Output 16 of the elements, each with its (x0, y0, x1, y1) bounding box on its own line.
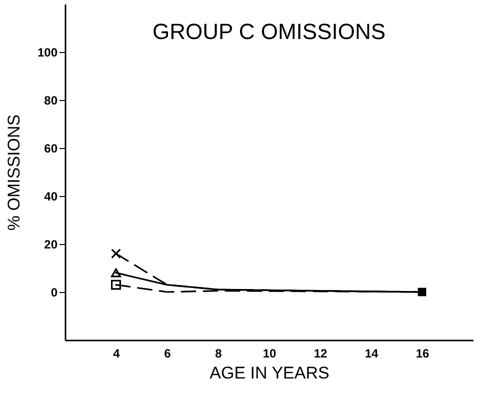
x-tick-label: 8 (215, 346, 222, 360)
y-axis-title: % OMISSIONS (4, 114, 24, 231)
y-tick-label: 0 (50, 286, 58, 300)
text: GROUP C OMISSIONS (152, 19, 386, 44)
y-tick-label: 20 (44, 238, 58, 252)
y-tick-label: 40 (44, 190, 58, 204)
x-tick-label: 4 (113, 346, 120, 360)
y-tick-label: 80 (44, 94, 58, 108)
x-tick-label: 10 (262, 346, 276, 360)
y-tick-label: 60 (44, 142, 58, 156)
y-tick-label: 100 (37, 46, 58, 60)
x-tick-label: 16 (416, 346, 430, 360)
x-tick-label: 6 (164, 346, 172, 360)
x-tick-label: 12 (314, 346, 328, 360)
x-axis-title: AGE IN YEARS (210, 364, 330, 382)
x-tick-label: 14 (364, 346, 378, 360)
